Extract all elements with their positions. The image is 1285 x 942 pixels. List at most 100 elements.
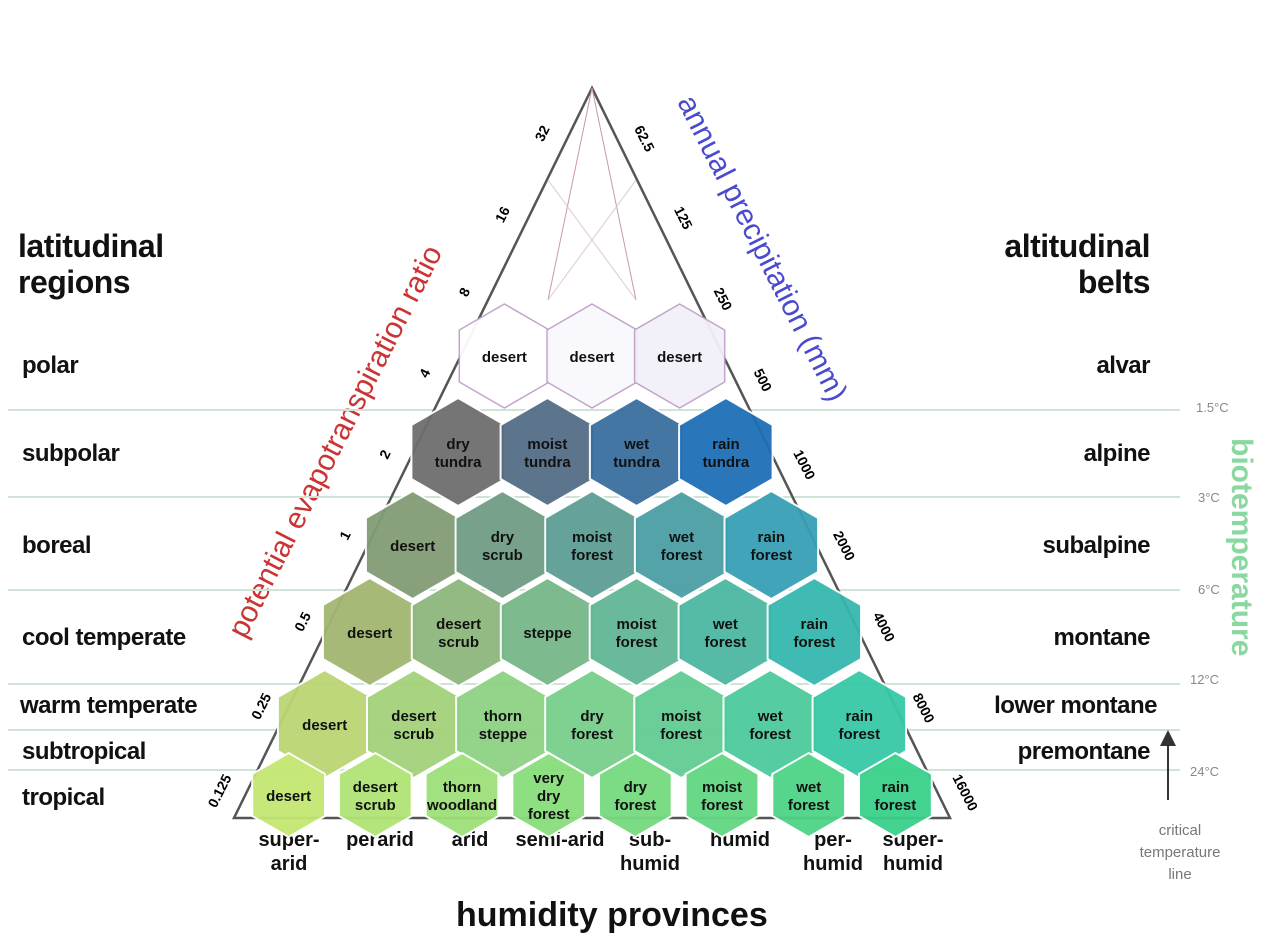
zone-hex-r3-5 [766, 576, 863, 688]
zone-hex-r5-0 [251, 751, 326, 839]
zone-label-r3-0-w0: desert [347, 625, 392, 642]
zone-label-r1-0-w1: tundra [435, 454, 482, 471]
zone-label-r4-3-w1: forest [571, 726, 613, 743]
temp-tick-5: 24°C [1190, 764, 1220, 779]
temp-tick-4: 12°C [1190, 672, 1220, 687]
zone-label-r1-3-w1: tundra [703, 454, 750, 471]
zone-hex-r5-6 [771, 751, 847, 839]
right-tick-6: 4000 [870, 609, 898, 644]
zone-hex-r2-4 [723, 489, 820, 601]
left-tick-4: 2 [376, 447, 394, 461]
zone-label-r3-5-w1: forest [793, 634, 835, 651]
zone-label-r5-3-w2: forest [528, 806, 570, 823]
guide-line-2 [591, 87, 637, 301]
zone-label-r1-1-w1: tundra [524, 454, 571, 471]
zone-label-r4-1-w0: desert [391, 708, 436, 725]
latitudinal-header: latitudinal regions [18, 228, 164, 300]
right-tick-5: 2000 [830, 528, 858, 563]
humidity-super-humid: super-humid [882, 829, 944, 875]
left-tick-6: 0.5 [291, 609, 314, 634]
left-tick-0: 32 [531, 123, 552, 144]
zone-label-r4-5-w1: forest [749, 726, 791, 743]
zone-label-r3-4-w0: wet [712, 616, 738, 633]
zone-hex-r5-5 [684, 751, 760, 839]
left-tick-3: 4 [416, 366, 434, 380]
zone-label-r2-1-w0: dry [491, 529, 515, 546]
zone-label-r5-3-w0: very [533, 770, 565, 787]
guide-line-4 [547, 179, 637, 301]
zone-label-r2-2-w1: forest [571, 547, 613, 564]
zone-label-r4-4-w1: forest [660, 726, 702, 743]
zone-label-r0-1-w0: desert [569, 349, 614, 366]
zone-label-r5-6-w0: wet [795, 779, 821, 796]
zone-label-r5-0-w0: desert [266, 788, 311, 805]
zone-label-r5-3-w1: dry [537, 788, 561, 805]
zone-label-r1-2-w1: tundra [613, 454, 660, 471]
zone-label-r5-1-w0: desert [353, 779, 398, 796]
belt-lower-montane: lower montane [994, 692, 1157, 719]
zone-label-r2-4-w0: rain [758, 529, 786, 546]
humidity-super-arid: super-arid [258, 829, 320, 875]
region-cool-temperate: cool temperate [22, 624, 186, 651]
temp-tick-1: 1.5°C [1196, 400, 1229, 415]
zone-label-r2-3-w1: forest [661, 547, 703, 564]
zone-label-r5-4-w0: dry [624, 779, 648, 796]
zone-label-r3-5-w0: rain [801, 616, 829, 633]
zone-label-r4-4-w0: moist [661, 708, 701, 725]
zone-label-r1-3-w0: rain [712, 436, 740, 453]
zone-hex-r5-3 [511, 751, 586, 839]
critical-line-1: critical [1158, 822, 1202, 839]
zone-label-r3-3-w1: forest [616, 634, 658, 651]
zone-label-r3-1-w1: scrub [438, 634, 479, 651]
region-boreal: boreal [22, 532, 92, 559]
zone-label-r3-2-w0: steppe [523, 625, 571, 642]
zone-hex-r5-4 [598, 751, 673, 839]
belt-subalpine: subalpine [1042, 532, 1150, 559]
zone-label-r4-2-w0: thorn [484, 708, 522, 725]
critical-temperature-line-label: critical temperature line [1100, 820, 1260, 886]
zone-label-r1-0-w0: dry [446, 436, 470, 453]
zone-label-r4-3-w0: dry [580, 708, 604, 725]
zone-hex-r1-3 [678, 396, 774, 508]
zone-label-r5-5-w1: forest [701, 797, 743, 814]
right-tick-7: 8000 [910, 690, 938, 725]
zone-hex-r0-2 [633, 303, 726, 409]
critical-line-3: line [1168, 866, 1192, 883]
region-warm-temperate: warm temperate [20, 692, 198, 719]
humidity-per-humid: per-humid [803, 829, 863, 875]
zone-label-r4-1-w1: scrub [393, 726, 434, 743]
zone-label-r3-1-w0: desert [436, 616, 481, 633]
humidity-provinces-title: humidity provinces [456, 896, 768, 934]
region-tropical: tropical [22, 784, 105, 811]
region-subtropical: subtropical [22, 738, 146, 765]
temp-tick-2: 3°C [1198, 490, 1220, 505]
altitudinal-header: altitudinal belts [1004, 228, 1150, 300]
zone-label-r4-0-w0: desert [302, 717, 347, 734]
zone-hex-r5-1 [337, 751, 413, 839]
critical-arrow-head [1160, 730, 1176, 746]
left-tick-2: 8 [455, 285, 473, 299]
region-subpolar: subpolar [22, 440, 120, 467]
zone-label-r1-2-w0: wet [623, 436, 649, 453]
zone-label-r5-7-w0: rain [882, 779, 910, 796]
critical-line-2: temperature [1139, 844, 1221, 861]
zone-label-r5-7-w1: forest [875, 797, 917, 814]
zone-hex-r5-2 [424, 751, 500, 839]
zone-label-r2-2-w0: moist [572, 529, 612, 546]
latitudinal-header-line1: latitudinal [18, 228, 164, 264]
zone-label-r5-5-w0: moist [702, 779, 742, 796]
region-polar: polar [22, 352, 79, 379]
zone-label-r5-4-w1: forest [614, 797, 656, 814]
right-tick-4: 1000 [790, 447, 818, 482]
zone-label-r4-5-w0: wet [757, 708, 783, 725]
belt-alpine: alpine [1083, 440, 1151, 467]
belt-alvar: alvar [1096, 352, 1150, 379]
right-tick-1: 125 [671, 204, 696, 232]
zone-label-r2-3-w0: wet [668, 529, 694, 546]
zone-label-r0-0-w0: desert [482, 349, 527, 366]
left-tick-8: 0.125 [204, 771, 234, 810]
altitudinal-header-line1: altitudinal [1004, 228, 1150, 264]
left-tick-1: 16 [492, 204, 513, 225]
